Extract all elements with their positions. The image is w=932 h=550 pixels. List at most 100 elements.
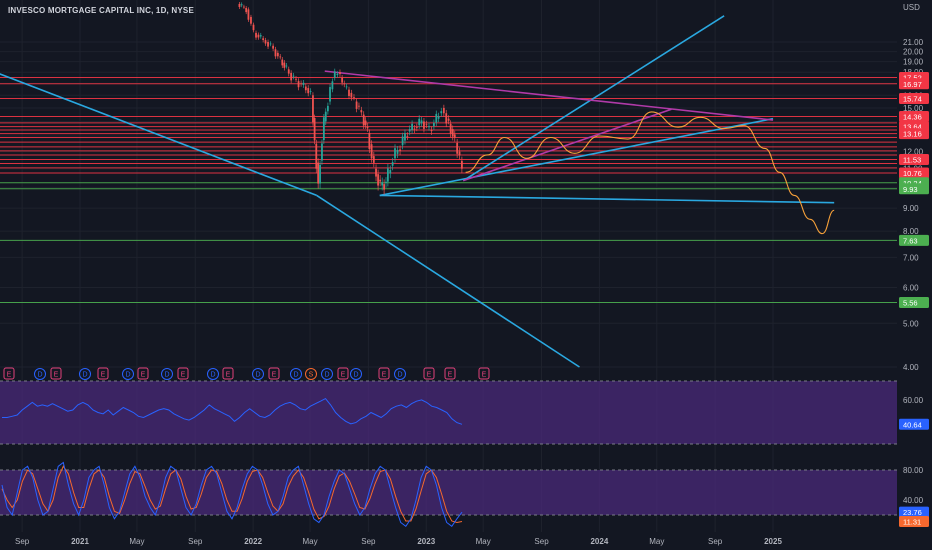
rsi-panel[interactable] xyxy=(0,380,897,445)
price-tag: 7.63 xyxy=(899,234,929,246)
event-marker-box xyxy=(268,367,280,380)
event-marker: D xyxy=(122,368,134,380)
price-tag-label: 14.36 xyxy=(903,112,922,121)
event-marker-box xyxy=(3,367,15,380)
event-marker: E xyxy=(268,367,280,380)
candle-body xyxy=(360,110,363,113)
candle-body xyxy=(315,143,318,169)
candle-body xyxy=(385,181,387,183)
candle-body xyxy=(343,83,346,85)
event-marker-circle xyxy=(350,368,362,380)
stochastic-panel[interactable] xyxy=(0,461,897,528)
price-axis-unit: USD xyxy=(903,3,920,12)
candle-body xyxy=(240,4,243,6)
event-marker-label: E xyxy=(427,372,432,379)
candle-body xyxy=(379,179,382,182)
price-tag-box xyxy=(899,110,929,122)
candle-body xyxy=(297,81,300,88)
event-marker-label: D xyxy=(324,372,329,379)
price-tag-label: 10.76 xyxy=(903,169,922,178)
time-axis-tick: Sep xyxy=(15,537,30,546)
time-axis-tick: Sep xyxy=(361,537,376,546)
wedge-upper-line xyxy=(324,70,774,121)
candle-body xyxy=(257,34,260,38)
price-tag: 11.53 xyxy=(899,154,929,166)
candle-body xyxy=(274,49,277,57)
event-marker: D xyxy=(252,368,264,380)
candle-body xyxy=(460,160,463,169)
candle-body xyxy=(396,149,399,154)
candle-body xyxy=(238,3,241,7)
event-marker-box xyxy=(137,367,149,380)
event-marker: E xyxy=(444,367,456,380)
event-marker: D xyxy=(34,368,46,380)
stochastic-axis-tick: 80.00 xyxy=(903,466,924,475)
candle-body xyxy=(247,9,250,20)
candle-body xyxy=(362,114,365,126)
candle-body xyxy=(375,168,377,177)
price-axis-tick: 12.00 xyxy=(903,148,924,157)
event-marker-box xyxy=(378,367,390,380)
price-axis[interactable] xyxy=(897,0,932,550)
candle-body xyxy=(307,88,310,94)
event-marker-circle xyxy=(161,368,173,380)
event-marker-label: D xyxy=(37,372,42,379)
candle-body xyxy=(322,117,325,141)
stochastic-current-label: 23.76 xyxy=(903,508,922,517)
candle-body xyxy=(415,127,418,128)
event-marker-label: E xyxy=(54,372,59,379)
candle-body xyxy=(449,123,452,134)
event-marker: D xyxy=(350,368,362,380)
candle-body xyxy=(418,118,421,126)
candle-body xyxy=(366,126,369,129)
price-tag-label: 7.63 xyxy=(903,236,918,245)
price-tag-label: 11.53 xyxy=(903,156,921,165)
rsi-line xyxy=(2,397,463,425)
time-axis-tick: 2023 xyxy=(417,537,435,546)
stochastic-current-box xyxy=(899,516,929,528)
price-tag-label: 13.16 xyxy=(903,130,922,139)
price-tag-label: 5.56 xyxy=(903,298,918,307)
candle-body xyxy=(250,16,252,24)
candle-body xyxy=(326,105,329,112)
candle-body xyxy=(389,170,392,174)
event-marker-label: D xyxy=(353,372,358,379)
stochastic-band xyxy=(0,470,897,515)
event-marker-label: D xyxy=(82,372,87,379)
candle-body xyxy=(276,52,279,57)
candle-body xyxy=(300,83,302,85)
candle-body xyxy=(348,89,350,97)
time-axis-tick: Sep xyxy=(188,537,203,546)
price-tag-label: 13.64 xyxy=(903,123,922,132)
event-marker: E xyxy=(3,367,15,380)
candle-body xyxy=(442,107,445,114)
event-marker-circle xyxy=(122,368,134,380)
candle-body xyxy=(287,69,290,74)
trendline xyxy=(316,194,580,368)
event-marker-label: D xyxy=(293,372,298,379)
candle-body xyxy=(295,78,297,80)
time-axis-tick: May xyxy=(129,537,144,546)
event-marker: E xyxy=(137,367,149,380)
candle-body xyxy=(353,97,355,98)
candle-body xyxy=(313,117,316,141)
time-axis[interactable] xyxy=(0,532,932,550)
candle-body xyxy=(336,73,339,75)
chart-title: INVESCO MORTGAGE CAPITAL INC, 1D, NYSE xyxy=(8,6,194,15)
price-axis-tick: 21.00 xyxy=(903,38,924,47)
candle-body xyxy=(435,113,438,123)
candle-body xyxy=(302,82,305,85)
candle-body xyxy=(292,75,295,77)
candle-body xyxy=(331,81,334,90)
event-marker-label: E xyxy=(482,372,487,379)
candle-body xyxy=(272,45,275,49)
price-tag: 14.36 xyxy=(899,110,929,122)
candle-body xyxy=(324,111,327,122)
candle-body xyxy=(423,121,425,129)
price-tag-box xyxy=(899,234,929,246)
